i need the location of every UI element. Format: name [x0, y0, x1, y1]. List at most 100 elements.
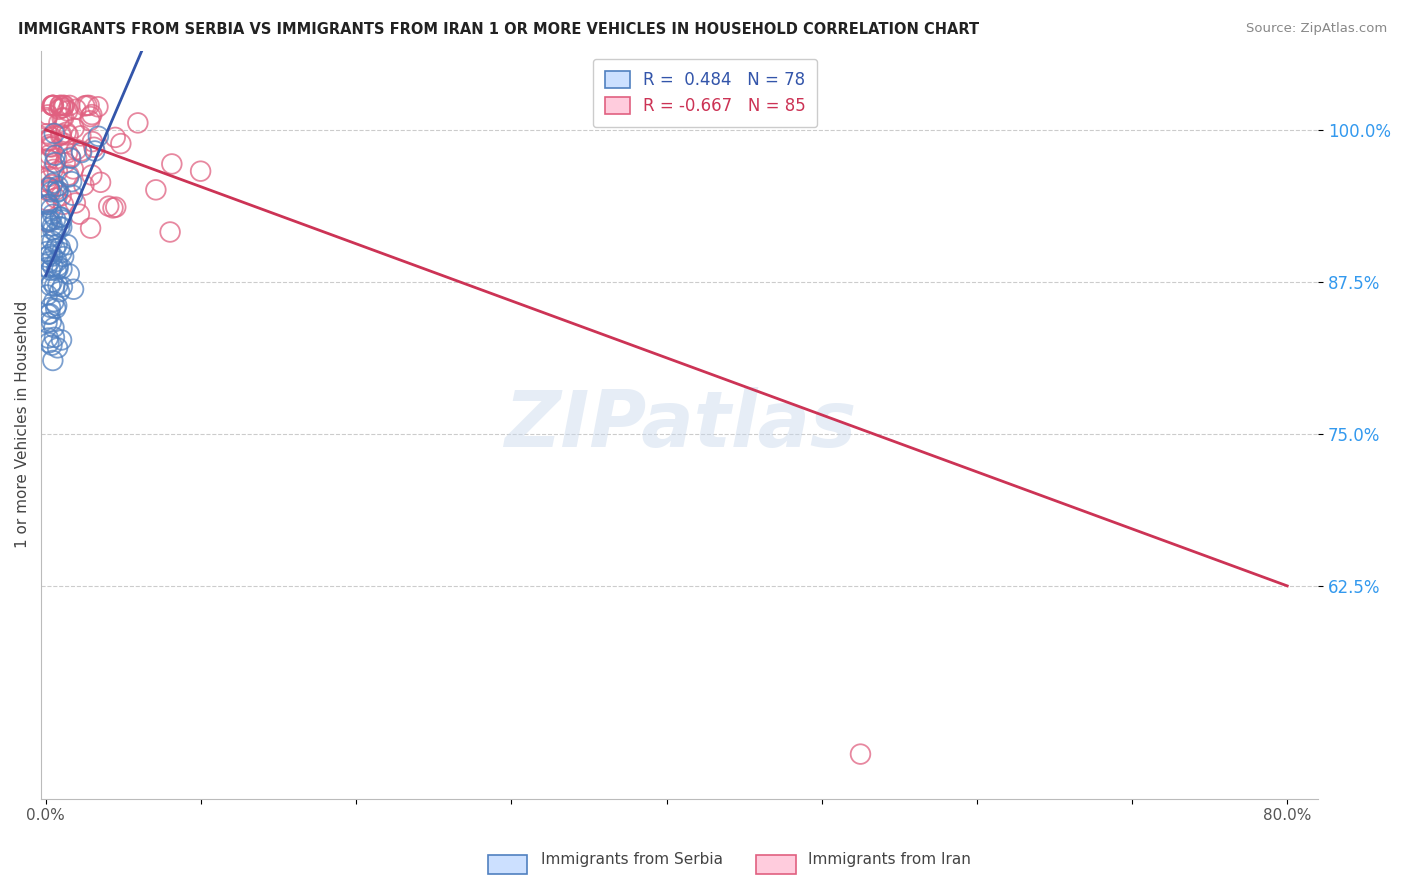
- Point: [49, 98, 72, 112]
- Point: [51, 261, 73, 276]
- Point: [39, 278, 62, 293]
- Point: [56, 128, 79, 142]
- Point: [41, 98, 63, 112]
- Point: [849, 747, 872, 761]
- Point: [45, 191, 67, 205]
- Point: [35, 112, 58, 127]
- Point: [51, 189, 73, 203]
- Point: [51, 127, 73, 141]
- Point: [37, 307, 59, 321]
- Point: [39, 247, 62, 261]
- Point: [37, 331, 59, 345]
- Point: [45, 152, 67, 166]
- Y-axis label: 1 or more Vehicles in Household: 1 or more Vehicles in Household: [15, 301, 30, 549]
- Legend: R =  0.484   N = 78, R = -0.667   N = 85: R = 0.484 N = 78, R = -0.667 N = 85: [593, 59, 817, 127]
- Point: [53, 136, 76, 151]
- Point: [79, 110, 101, 124]
- Point: [79, 221, 101, 235]
- Point: [58, 98, 80, 112]
- Point: [44, 242, 66, 256]
- Point: [38, 147, 60, 161]
- Point: [41, 275, 63, 289]
- Point: [46, 164, 69, 178]
- Point: [46, 341, 69, 355]
- Point: [53, 98, 76, 112]
- Point: [38, 180, 60, 194]
- Point: [45, 301, 67, 316]
- Point: [52, 98, 75, 112]
- Point: [79, 113, 101, 128]
- Point: [60, 175, 83, 189]
- Point: [51, 213, 73, 227]
- Point: [63, 121, 86, 136]
- Text: Source: ZipAtlas.com: Source: ZipAtlas.com: [1247, 22, 1388, 36]
- Point: [38, 137, 60, 152]
- Point: [159, 225, 181, 239]
- Point: [48, 103, 70, 117]
- Point: [190, 164, 212, 178]
- Point: [83, 144, 105, 158]
- Point: [70, 128, 93, 143]
- Point: [44, 127, 66, 141]
- Point: [52, 101, 75, 115]
- Point: [39, 202, 62, 216]
- Point: [39, 139, 62, 153]
- Point: [41, 234, 63, 248]
- Point: [70, 145, 93, 160]
- Point: [73, 178, 96, 193]
- Text: ZIPatlas: ZIPatlas: [503, 387, 856, 463]
- Point: [56, 103, 79, 118]
- Point: [58, 169, 80, 184]
- Point: [37, 127, 59, 141]
- Point: [62, 161, 84, 176]
- Point: [101, 201, 124, 215]
- Point: [58, 168, 80, 182]
- Point: [104, 130, 127, 145]
- Point: [35, 244, 58, 259]
- Text: Immigrants from Serbia: Immigrants from Serbia: [541, 852, 723, 867]
- Point: [37, 288, 59, 302]
- Point: [45, 263, 67, 277]
- Point: [41, 259, 63, 273]
- Point: [51, 111, 73, 125]
- Point: [58, 267, 80, 281]
- Point: [42, 294, 65, 309]
- Text: Immigrants from Iran: Immigrants from Iran: [808, 852, 972, 867]
- Point: [39, 263, 62, 277]
- Point: [87, 100, 110, 114]
- Point: [35, 250, 58, 264]
- Point: [35, 173, 58, 187]
- Point: [77, 98, 100, 112]
- Point: [41, 338, 63, 352]
- Point: [127, 116, 149, 130]
- Point: [53, 156, 76, 170]
- Point: [48, 116, 70, 130]
- Point: [59, 150, 82, 164]
- Point: [39, 301, 62, 315]
- Point: [42, 98, 65, 112]
- Point: [42, 320, 65, 334]
- Point: [49, 101, 72, 115]
- Point: [38, 153, 60, 167]
- Point: [83, 140, 105, 154]
- Point: [49, 210, 72, 224]
- Point: [45, 226, 67, 240]
- Point: [51, 333, 73, 347]
- Point: [37, 215, 59, 229]
- Point: [37, 214, 59, 228]
- Point: [37, 180, 59, 194]
- Point: [145, 183, 167, 197]
- Point: [42, 353, 65, 368]
- Point: [87, 129, 110, 144]
- Point: [82, 135, 104, 149]
- Point: [73, 99, 96, 113]
- Point: [104, 200, 127, 214]
- Point: [39, 185, 62, 199]
- Point: [46, 262, 69, 277]
- Point: [52, 250, 75, 264]
- Point: [49, 211, 72, 225]
- Point: [42, 98, 65, 112]
- Point: [49, 98, 72, 112]
- Point: [41, 140, 63, 154]
- Point: [37, 152, 59, 166]
